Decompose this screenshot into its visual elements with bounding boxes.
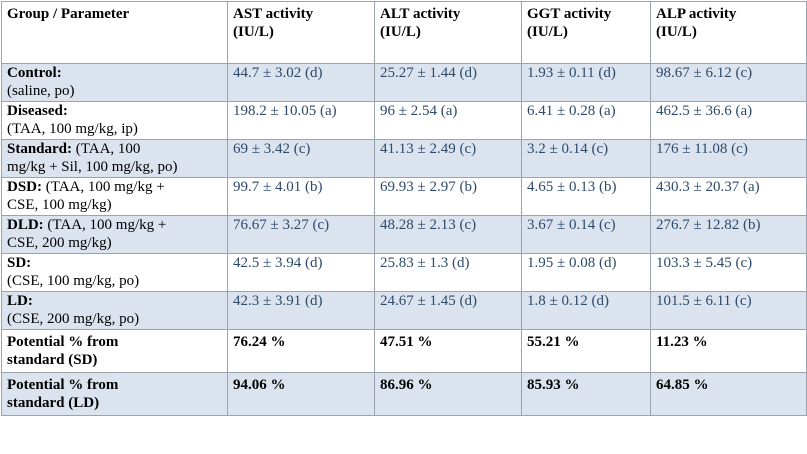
- ggt-value: 3.2 ± 0.14 (c): [521, 139, 651, 178]
- group-cell: Diseased: (TAA, 100 mg/kg, ip): [1, 101, 228, 140]
- table-row-dld: DLD: (TAA, 100 mg/kg + CSE, 200 mg/kg) 76…: [1, 215, 807, 254]
- group-detail-line2: CSE, 200 mg/kg): [7, 234, 112, 251]
- group-detail-line2: (saline, po): [7, 82, 75, 99]
- alp-value: 103.3 ± 5.45 (c): [650, 253, 807, 292]
- alt-value: 96 ± 2.54 (a): [374, 101, 522, 140]
- table-row-ld: LD: (CSE, 200 mg/kg, po) 42.3 ± 3.91 (d) …: [1, 291, 807, 330]
- table-row-standard: Standard: (TAA, 100 mg/kg + Sil, 100 mg/k…: [1, 139, 807, 178]
- header-group-label: Group / Parameter: [7, 6, 130, 22]
- ast-value: 44.7 ± 3.02 (d): [227, 63, 375, 102]
- table-row-potential-ld: Potential % from standard (LD) 94.06 % 86…: [1, 372, 807, 416]
- alt-value: 69.93 ± 2.97 (b): [374, 177, 522, 216]
- header-alt: ALT activity (IU/L): [374, 1, 522, 64]
- alt-value: 48.28 ± 2.13 (c): [374, 215, 522, 254]
- potential-label-line2: standard (LD): [7, 394, 100, 411]
- ggt-value: 6.41 ± 0.28 (a): [521, 101, 651, 140]
- header-row: Group / Parameter AST activity (IU/L) ALT…: [1, 1, 807, 64]
- ggt-value: 1.8 ± 0.12 (d): [521, 291, 651, 330]
- ggt-value: 1.95 ± 0.08 (d): [521, 253, 651, 292]
- group-cell: SD: (CSE, 100 mg/kg, po): [1, 253, 228, 292]
- group-cell: DSD: (TAA, 100 mg/kg + CSE, 100 mg/kg): [1, 177, 228, 216]
- header-group: Group / Parameter: [1, 1, 228, 64]
- potential-label: Potential % from standard (LD): [1, 372, 228, 416]
- header-ast-line1: AST activity: [233, 6, 314, 22]
- header-ggt-line1: GGT activity: [527, 6, 612, 22]
- ast-value: 198.2 ± 10.05 (a): [227, 101, 375, 140]
- alp-value: 101.5 ± 6.11 (c): [650, 291, 807, 330]
- ast-value: 42.3 ± 3.91 (d): [227, 291, 375, 330]
- group-name: Standard:: [7, 141, 73, 157]
- group-detail-line2: (TAA, 100 mg/kg, ip): [7, 120, 138, 137]
- ggt-potential: 85.93 %: [521, 372, 651, 416]
- ggt-potential: 55.21 %: [521, 329, 651, 373]
- ggt-value: 1.93 ± 0.11 (d): [521, 63, 651, 102]
- potential-label-line2: standard (SD): [7, 351, 98, 368]
- header-ggt: GGT activity (IU/L): [521, 1, 651, 64]
- group-cell: Standard: (TAA, 100 mg/kg + Sil, 100 mg/k…: [1, 139, 228, 178]
- group-detail: (TAA, 100 mg/kg +: [42, 179, 165, 195]
- header-ast-unit: (IU/L): [233, 23, 274, 40]
- alt-potential: 47.51 %: [374, 329, 522, 373]
- table-row-sd: SD: (CSE, 100 mg/kg, po) 42.5 ± 3.94 (d) …: [1, 253, 807, 292]
- potential-label-line1: Potential % from: [7, 334, 119, 350]
- ggt-value: 4.65 ± 0.13 (b): [521, 177, 651, 216]
- alt-potential: 86.96 %: [374, 372, 522, 416]
- group-detail-line2: mg/kg + Sil, 100 mg/kg, po): [7, 158, 178, 175]
- header-alp-line1: ALP activity: [656, 6, 737, 22]
- group-cell: Control: (saline, po): [1, 63, 228, 102]
- alt-value: 24.67 ± 1.45 (d): [374, 291, 522, 330]
- group-detail-line2: (CSE, 200 mg/kg, po): [7, 310, 140, 327]
- group-name: DSD:: [7, 179, 43, 195]
- group-name: Diseased:: [7, 103, 68, 119]
- group-name: Control:: [7, 65, 62, 81]
- group-detail-line2: (CSE, 100 mg/kg, po): [7, 272, 140, 289]
- ast-potential: 94.06 %: [227, 372, 375, 416]
- ggt-value: 3.67 ± 0.14 (c): [521, 215, 651, 254]
- alp-value: 462.5 ± 36.6 (a): [650, 101, 807, 140]
- group-cell: DLD: (TAA, 100 mg/kg + CSE, 200 mg/kg): [1, 215, 228, 254]
- group-detail: (TAA, 100: [72, 141, 141, 157]
- header-alt-unit: (IU/L): [380, 23, 421, 40]
- header-alp-unit: (IU/L): [656, 23, 697, 40]
- alp-potential: 11.23 %: [650, 329, 807, 373]
- table-row-dsd: DSD: (TAA, 100 mg/kg + CSE, 100 mg/kg) 99…: [1, 177, 807, 216]
- alp-value: 430.3 ± 20.37 (a): [650, 177, 807, 216]
- table-row-diseased: Diseased: (TAA, 100 mg/kg, ip) 198.2 ± 10…: [1, 101, 807, 140]
- ast-value: 76.67 ± 3.27 (c): [227, 215, 375, 254]
- group-name: LD:: [7, 293, 33, 309]
- header-alp: ALP activity (IU/L): [650, 1, 807, 64]
- alp-value: 98.67 ± 6.12 (c): [650, 63, 807, 102]
- header-alt-line1: ALT activity: [380, 6, 461, 22]
- header-ggt-unit: (IU/L): [527, 23, 568, 40]
- group-name: DLD:: [7, 217, 44, 233]
- ast-value: 42.5 ± 3.94 (d): [227, 253, 375, 292]
- alt-value: 25.83 ± 1.3 (d): [374, 253, 522, 292]
- alp-value: 176 ± 11.08 (c): [650, 139, 807, 178]
- group-detail: (TAA, 100 mg/kg +: [43, 217, 167, 233]
- alp-potential: 64.85 %: [650, 372, 807, 416]
- alt-value: 25.27 ± 1.44 (d): [374, 63, 522, 102]
- ast-potential: 76.24 %: [227, 329, 375, 373]
- alt-value: 41.13 ± 2.49 (c): [374, 139, 522, 178]
- potential-label-line1: Potential % from: [7, 377, 119, 393]
- group-cell: LD: (CSE, 200 mg/kg, po): [1, 291, 228, 330]
- group-detail-line2: CSE, 100 mg/kg): [7, 196, 112, 213]
- potential-label: Potential % from standard (SD): [1, 329, 228, 373]
- alp-value: 276.7 ± 12.82 (b): [650, 215, 807, 254]
- ast-value: 99.7 ± 4.01 (b): [227, 177, 375, 216]
- table-row-potential-sd: Potential % from standard (SD) 76.24 % 47…: [1, 329, 807, 373]
- ast-value: 69 ± 3.42 (c): [227, 139, 375, 178]
- header-ast: AST activity (IU/L): [227, 1, 375, 64]
- table-row-control: Control: (saline, po) 44.7 ± 3.02 (d) 25.…: [1, 63, 807, 102]
- group-name: SD:: [7, 255, 32, 271]
- liver-enzyme-table: Group / Parameter AST activity (IU/L) ALT…: [1, 1, 807, 416]
